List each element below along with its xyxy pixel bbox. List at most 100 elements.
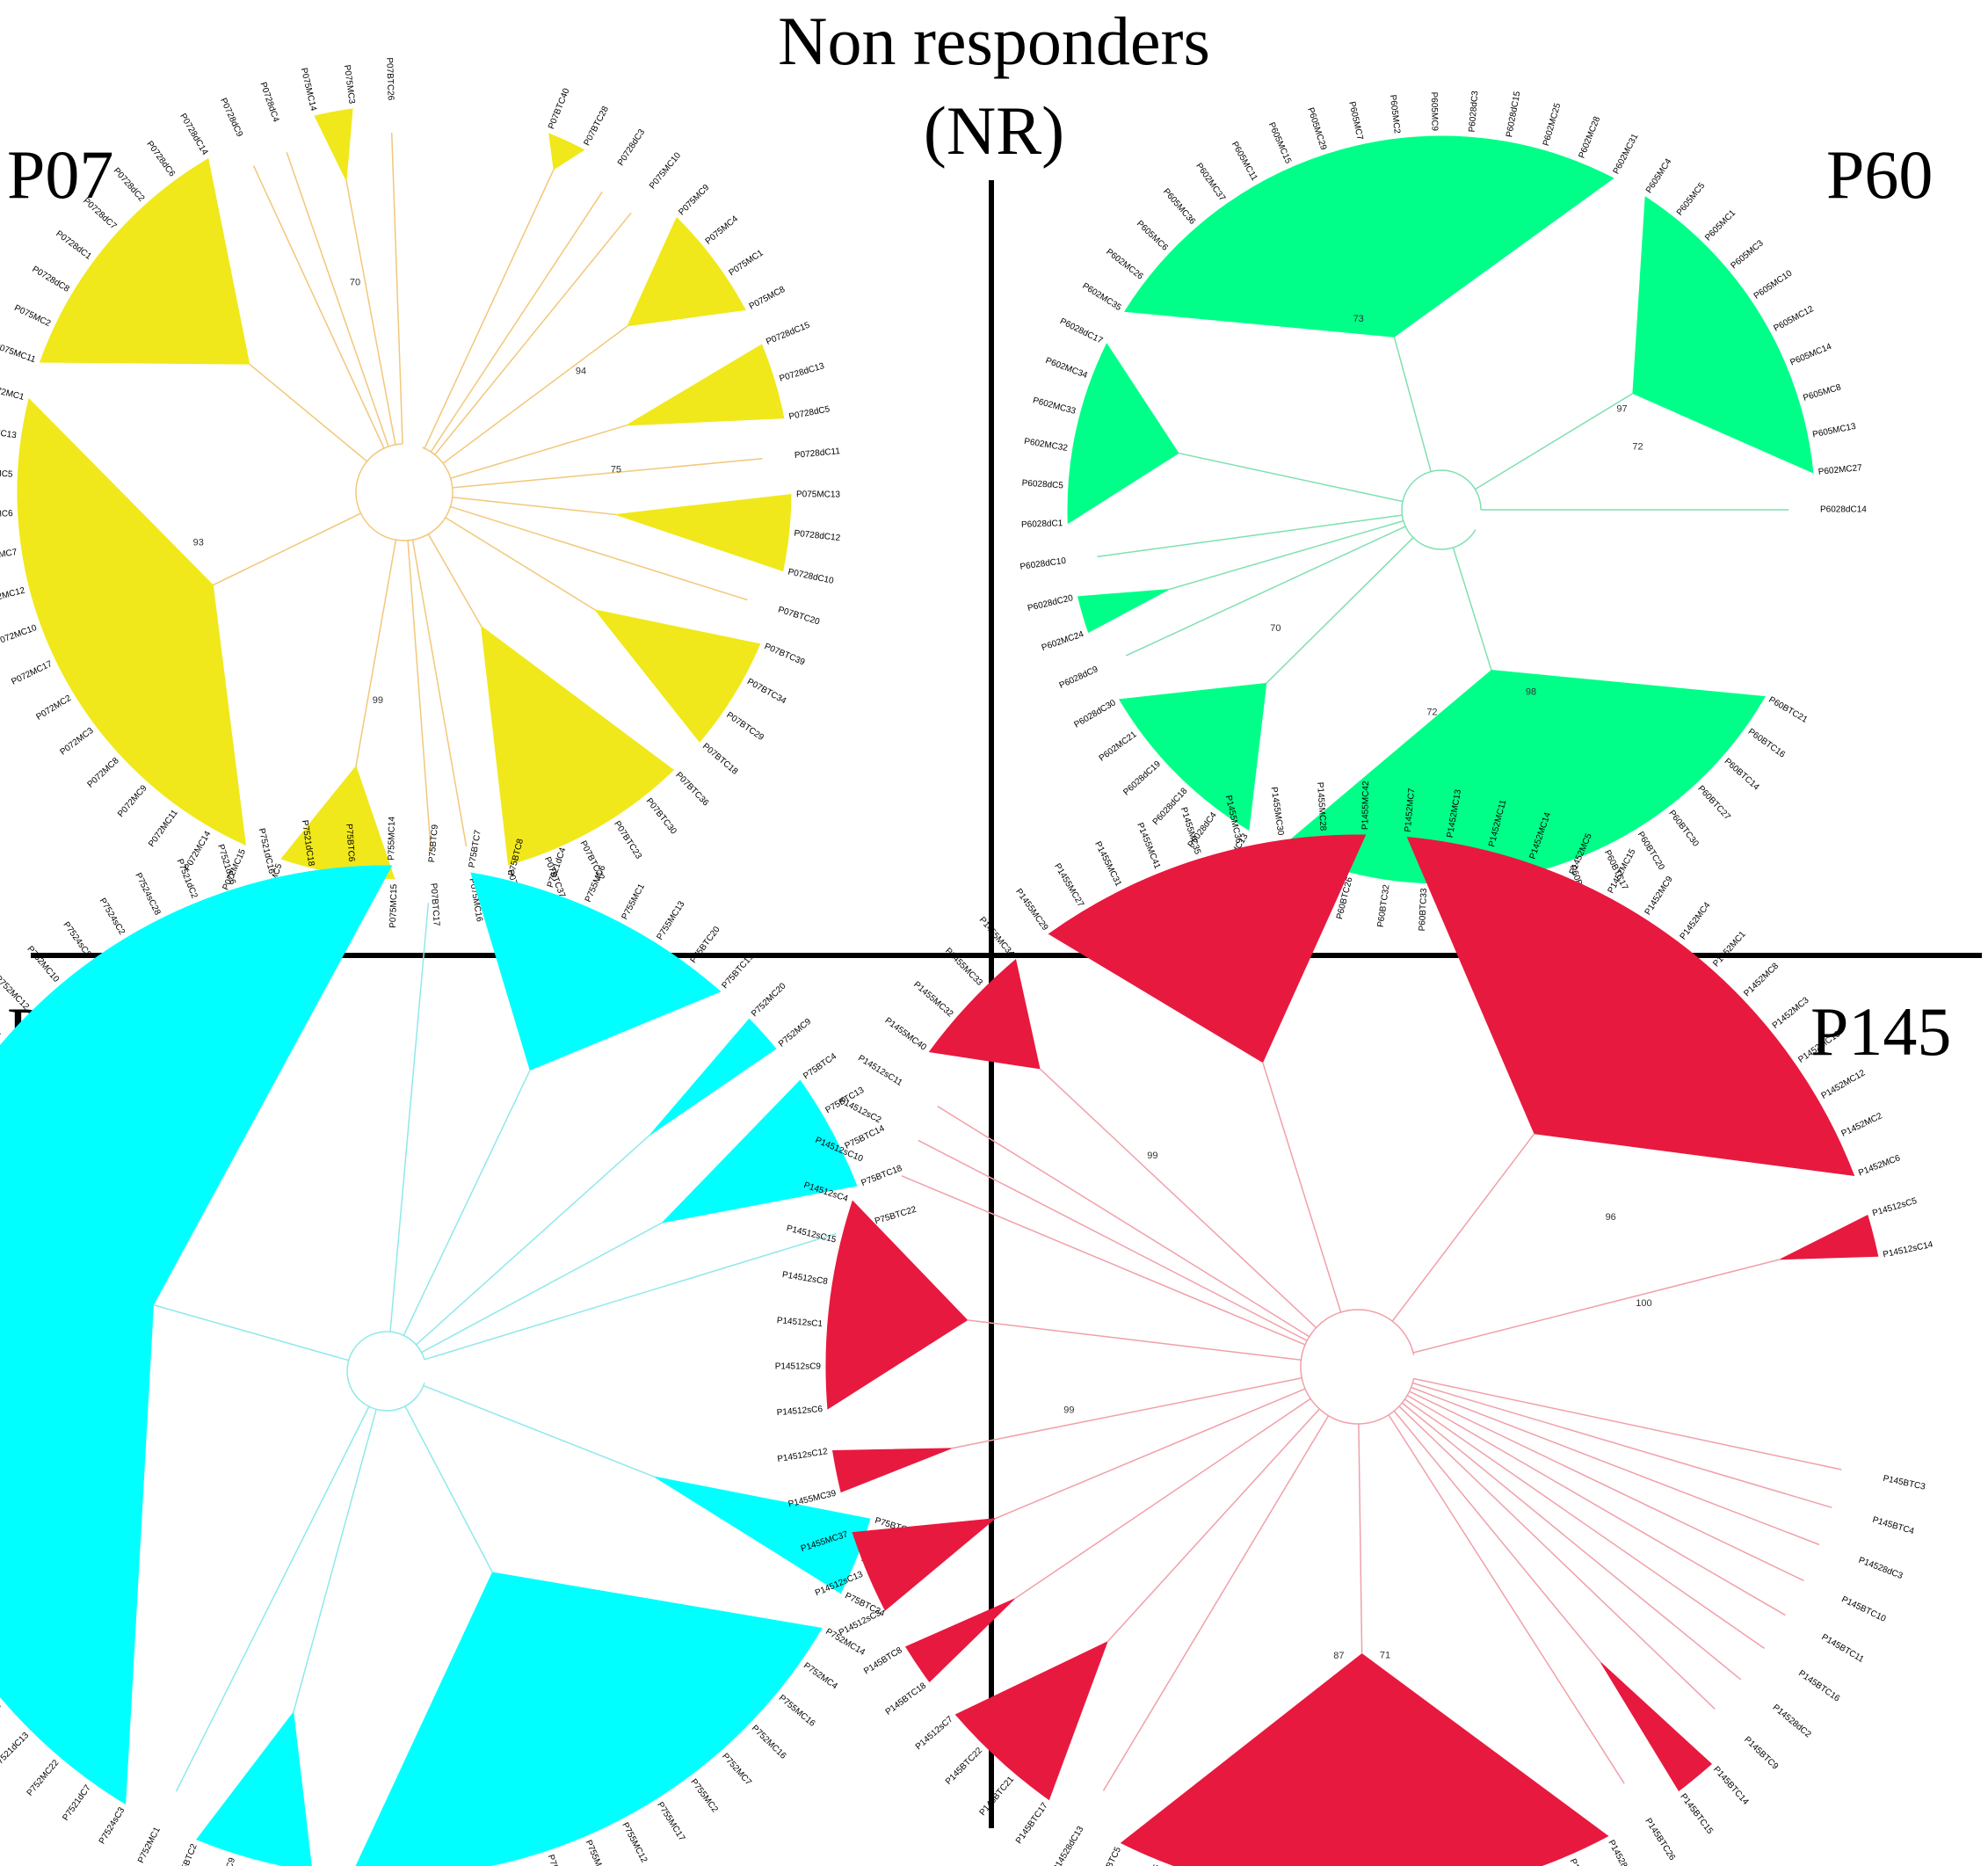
leaf-label: P14528dC2 <box>1771 1703 1813 1739</box>
clade-wedge <box>1067 343 1179 525</box>
bootstrap-value: 72 <box>1426 708 1437 718</box>
leaf-label: P07BTC28 <box>583 105 612 148</box>
leaf-label: P602MC35 <box>1080 281 1123 313</box>
leaf-label: P602MC21 <box>1098 730 1139 764</box>
clade-stem <box>345 180 396 446</box>
leaf-label: P752MC20 <box>750 981 788 1019</box>
branch <box>1097 514 1403 558</box>
leaf-label: P752MC12 <box>0 974 31 1013</box>
clade-wedge <box>280 765 395 880</box>
leaf-label: P145BTC17 <box>1014 1801 1050 1846</box>
leaf-label: P1455MC31 <box>1092 840 1123 889</box>
leaf-label: P14512sC8 <box>781 1270 829 1287</box>
tree-p07: P07BTC26 P075MC3 P075MC14 P0728dC4 P0728dC9 P… <box>0 57 841 928</box>
leaf-label: P0728dC15 <box>765 320 811 346</box>
clade-stem <box>1262 1062 1342 1313</box>
branch <box>1412 1382 1832 1508</box>
leaf-label: P14512sC6 <box>776 1405 823 1418</box>
clade-wedge <box>615 494 792 572</box>
leaf-label: P145BTC14 <box>1711 1765 1751 1807</box>
leaf-label: P1452MC12 <box>1820 1068 1868 1101</box>
clade-stem <box>1358 1423 1363 1654</box>
leaf-label: P07BTC29 <box>724 710 765 743</box>
leaf-label: P145BTC5 <box>1095 1845 1123 1866</box>
leaf-label: P075MC13 <box>796 490 841 499</box>
leaf-label: P07BTC36 <box>673 771 710 809</box>
leaf-label: P605MC12 <box>1772 304 1816 334</box>
leaf-label: P07BTC20 <box>777 605 821 627</box>
leaf-label: P1455MC27 <box>1052 862 1085 910</box>
leaf-label: P14512sC11 <box>856 1054 904 1089</box>
leaf-label: P602MC32 <box>1023 437 1069 454</box>
clade-stem <box>442 325 628 464</box>
leaf-label: P14512sC1 <box>776 1316 823 1329</box>
branch <box>1388 1414 1625 1784</box>
clade-stem <box>153 1303 349 1361</box>
leaf-label: P605MC2 <box>1388 94 1402 134</box>
leaf-label: P145BTC9 <box>1742 1735 1780 1772</box>
clade-wedge <box>1632 196 1814 474</box>
leaf-label: P755MC6 <box>584 864 608 904</box>
leaf-label: P145BTC26 <box>1643 1817 1677 1862</box>
leaf-label: P752MC22 <box>25 1758 62 1798</box>
leaf-label: P605MC13 <box>1811 422 1857 440</box>
leaf-label: P07BTC40 <box>547 87 572 131</box>
bootstrap-value: 100 <box>1636 1298 1651 1309</box>
leaf-label: P605MC3 <box>1730 238 1767 271</box>
leaf-label: P1452MC10 <box>1796 1029 1842 1065</box>
clade-stem <box>445 517 596 611</box>
leaf-label: P7524sC3 <box>98 1805 127 1846</box>
leaf-label: P755MC2 <box>688 1777 720 1815</box>
leaf-label: P755MC8 <box>546 1854 568 1866</box>
leaf-label: P60BTC33 <box>1418 888 1429 932</box>
leaf-label: P75BTC7 <box>468 829 483 868</box>
leaf-label: P1455MC42 <box>1360 781 1371 830</box>
clade-wedge <box>626 344 785 426</box>
leaf-label: P075MC8 <box>748 285 787 312</box>
leaf-label: P7524sC28 <box>133 871 162 917</box>
branch <box>1406 1395 1786 1616</box>
leaf-label: P072MC8 <box>86 756 121 790</box>
branch <box>1102 1415 1330 1791</box>
leaf-label: P072MC1 <box>0 383 25 403</box>
leaf-label: P6028dC10 <box>1019 556 1067 572</box>
leaf-label: P0728dC10 <box>787 567 835 586</box>
clade-wedge <box>904 1598 1015 1683</box>
leaf-label: P7521dC16 <box>257 827 277 875</box>
leaf-label: P14512sC5 <box>1871 1196 1919 1219</box>
leaf-label: P0728dC4 <box>258 81 280 124</box>
branch <box>1398 1405 1716 1710</box>
leaf-label: P14512sC12 <box>777 1447 829 1464</box>
leaf-label: P072MC13 <box>0 425 18 440</box>
bootstrap-value: 99 <box>1063 1405 1074 1416</box>
leaf-label: P6028dC19 <box>1121 759 1163 798</box>
branch <box>175 1405 370 1792</box>
clade-wedge <box>17 397 246 846</box>
clade-stem <box>427 534 482 628</box>
leaf-label: P7524sC18 <box>0 1701 4 1739</box>
leaf-label: P072MC2 <box>34 693 73 722</box>
leaf-label: P75BTC2 <box>176 1842 200 1866</box>
leaf-label: P752MC1 <box>136 1826 163 1865</box>
leaf-label: P1455MC28 <box>1315 781 1328 831</box>
figure-title-line1: Non responders <box>778 3 1210 79</box>
clade-wedge <box>481 625 674 866</box>
leaf-label: P07BTC39 <box>763 642 807 667</box>
clade-wedge <box>39 157 250 365</box>
branch <box>1413 1377 1842 1470</box>
leaf-label: P14512sC9 <box>775 1362 822 1372</box>
leaf-label: P75BTC20 <box>689 925 722 965</box>
branch <box>434 212 632 455</box>
clade-wedge <box>627 216 746 327</box>
clade-stem <box>450 425 628 479</box>
leaf-label: P60BTC30 <box>1666 809 1701 849</box>
leaf-label: P075MC3 <box>342 64 357 105</box>
leaf-label: P1452MC6 <box>1857 1153 1902 1178</box>
leaf-label: P1455MC30 <box>1269 787 1286 837</box>
clade-wedge <box>196 1710 312 1866</box>
clade-stem <box>212 512 361 586</box>
leaf-label: P072MC6 <box>0 509 13 520</box>
leaf-label: P602MC24 <box>1041 629 1085 653</box>
clade-wedge <box>831 1448 952 1493</box>
bootstrap-value: 98 <box>1526 686 1536 697</box>
